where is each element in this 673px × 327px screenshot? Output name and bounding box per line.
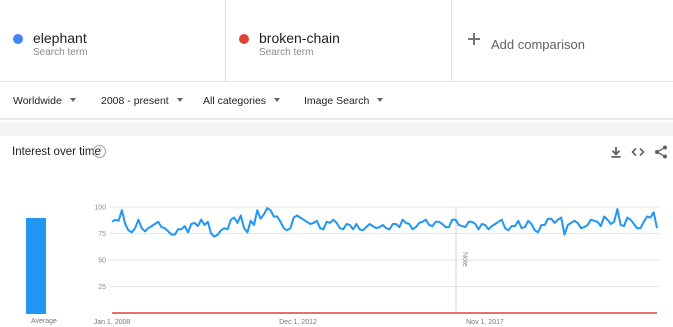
- interest-over-time-chart: 100 75 50 25 Note Jan 1, 2008 Dec 1, 2012 Nov 1…: [0, 196, 673, 327]
- region-filter-label: Worldwide: [13, 95, 62, 107]
- y-tick-label: 75: [98, 231, 106, 238]
- caret-down-icon: [69, 98, 76, 102]
- category-filter[interactable]: All categories: [203, 95, 281, 107]
- section-divider: [0, 122, 673, 136]
- help-icon[interactable]: ?: [93, 145, 106, 158]
- search-term-broken-chain[interactable]: broken-chain Search term: [226, 0, 452, 82]
- search-term-name[interactable]: elephant: [33, 30, 87, 46]
- embed-icon[interactable]: [630, 144, 646, 160]
- series-color-dot: [239, 34, 249, 44]
- search-term-name[interactable]: broken-chain: [259, 30, 340, 46]
- time-range-filter-label: 2008 - present: [101, 95, 169, 107]
- search-term-elephant[interactable]: elephant Search term: [0, 0, 226, 82]
- caret-down-icon: [274, 98, 281, 102]
- x-tick-label: Jan 1, 2008: [94, 319, 131, 326]
- time-range-filter[interactable]: 2008 - present: [101, 95, 183, 107]
- add-comparison-button[interactable]: Add comparison: [452, 0, 673, 82]
- search-type-filter[interactable]: Image Search: [304, 95, 384, 107]
- y-tick-label: 100: [94, 205, 106, 212]
- category-filter-label: All categories: [203, 95, 267, 107]
- card-title: Interest over time: [12, 146, 101, 158]
- search-term-type: Search term: [259, 47, 314, 58]
- search-type-filter-label: Image Search: [304, 95, 370, 107]
- line-chart-svg: 100 75 50 25 Note Jan 1, 2008 Dec 1, 2012 Nov 1…: [94, 205, 659, 326]
- x-tick-label: Dec 1, 2012: [279, 319, 317, 326]
- share-icon[interactable]: [653, 144, 669, 160]
- series-line-elephant: [111, 207, 658, 238]
- add-comparison-label: Add comparison: [491, 37, 585, 52]
- average-label: Average: [31, 318, 57, 325]
- download-icon[interactable]: [608, 144, 624, 160]
- filter-bar: Worldwide 2008 - present All categories …: [0, 82, 673, 120]
- y-tick-label: 25: [98, 284, 106, 291]
- y-tick-label: 50: [98, 258, 106, 265]
- note-label: Note: [461, 252, 468, 267]
- plus-icon: [467, 32, 481, 46]
- caret-down-icon: [176, 98, 183, 102]
- region-filter[interactable]: Worldwide: [13, 95, 76, 107]
- comparison-bar: elephant Search term broken-chain Search…: [0, 0, 673, 82]
- x-tick-label: Nov 1, 2017: [466, 319, 504, 326]
- search-term-type: Search term: [33, 47, 88, 58]
- caret-down-icon: [377, 98, 384, 102]
- series-color-dot: [13, 34, 23, 44]
- average-bar-elephant: [26, 217, 46, 314]
